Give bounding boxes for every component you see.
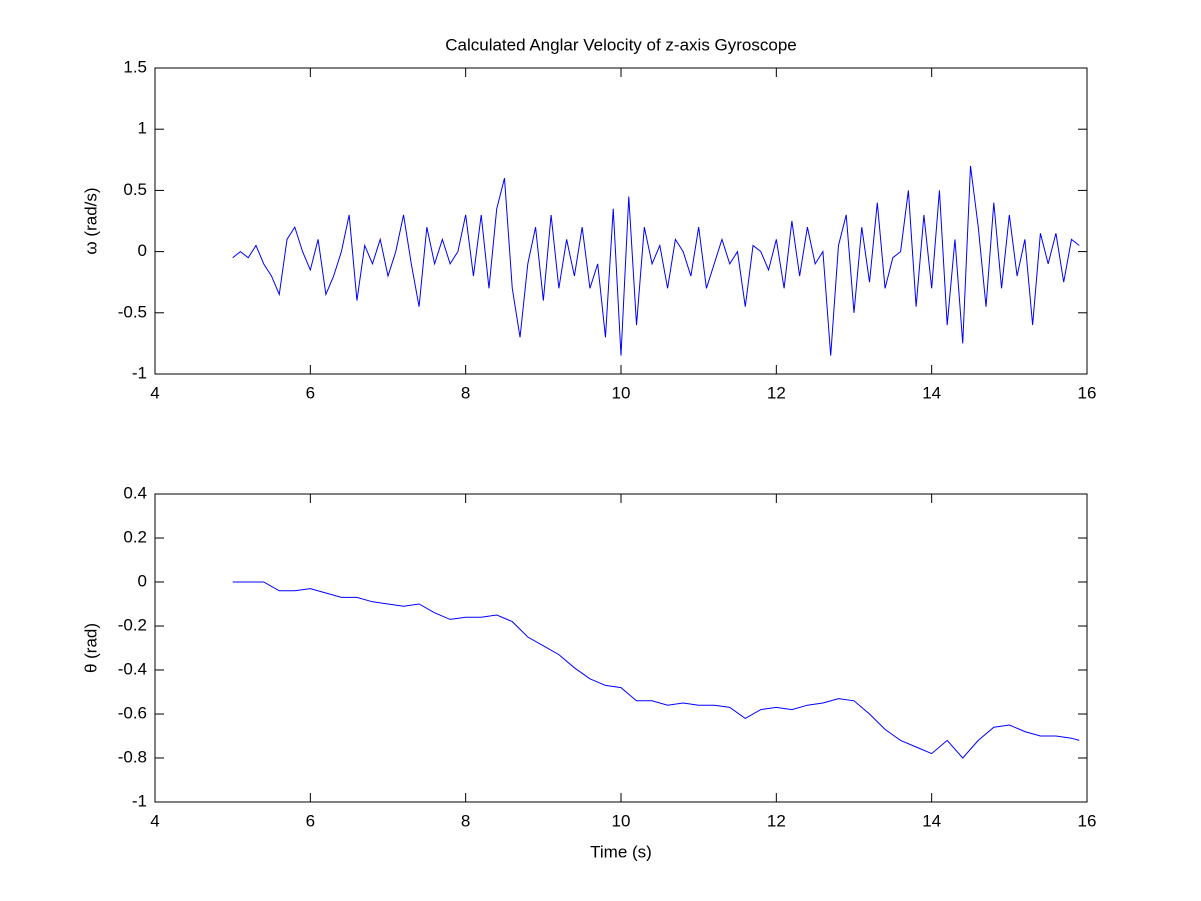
y-tick-label: 0.2 (123, 527, 147, 546)
y-tick-label: 0.5 (123, 180, 147, 199)
y-axis-label: θ (rad) (81, 623, 100, 673)
x-tick-label: 12 (767, 811, 786, 830)
x-tick-label: 16 (1078, 383, 1097, 402)
x-axis-label: Time (s) (590, 842, 652, 861)
y-tick-label: 0.4 (123, 483, 147, 502)
y-tick-label: -0.8 (118, 747, 147, 766)
x-tick-label: 4 (150, 811, 159, 830)
x-tick-label: 12 (767, 383, 786, 402)
axes-box (154, 493, 1088, 803)
y-tick-label: 1.5 (123, 57, 147, 76)
x-tick-label: 10 (612, 811, 631, 830)
x-tick-label: 8 (461, 811, 470, 830)
x-tick-label: 14 (922, 383, 941, 402)
x-tick-label: 6 (306, 383, 315, 402)
y-tick-label: -1 (132, 791, 147, 810)
y-tick-label: 0 (138, 241, 147, 260)
x-tick-label: 16 (1078, 811, 1097, 830)
data-line (232, 581, 1080, 759)
chart-title: Calculated Anglar Velocity of z-axis Gyr… (445, 35, 797, 54)
x-tick-label: 8 (461, 383, 470, 402)
x-tick-label: 4 (150, 383, 159, 402)
y-tick-label: -0.2 (118, 615, 147, 634)
y-tick-label: -0.5 (118, 302, 147, 321)
x-tick-label: 6 (306, 811, 315, 830)
x-tick-label: 14 (922, 811, 941, 830)
data-line (232, 165, 1080, 356)
y-tick-label: -0.6 (118, 703, 147, 722)
y-tick-label: -0.4 (118, 659, 147, 678)
axes-box (154, 67, 1088, 375)
y-tick-label: -1 (132, 363, 147, 382)
x-tick-label: 10 (612, 383, 631, 402)
y-tick-label: 1 (138, 119, 147, 138)
y-axis-label: ω (rad/s) (81, 187, 100, 254)
y-tick-label: 0 (138, 571, 147, 590)
